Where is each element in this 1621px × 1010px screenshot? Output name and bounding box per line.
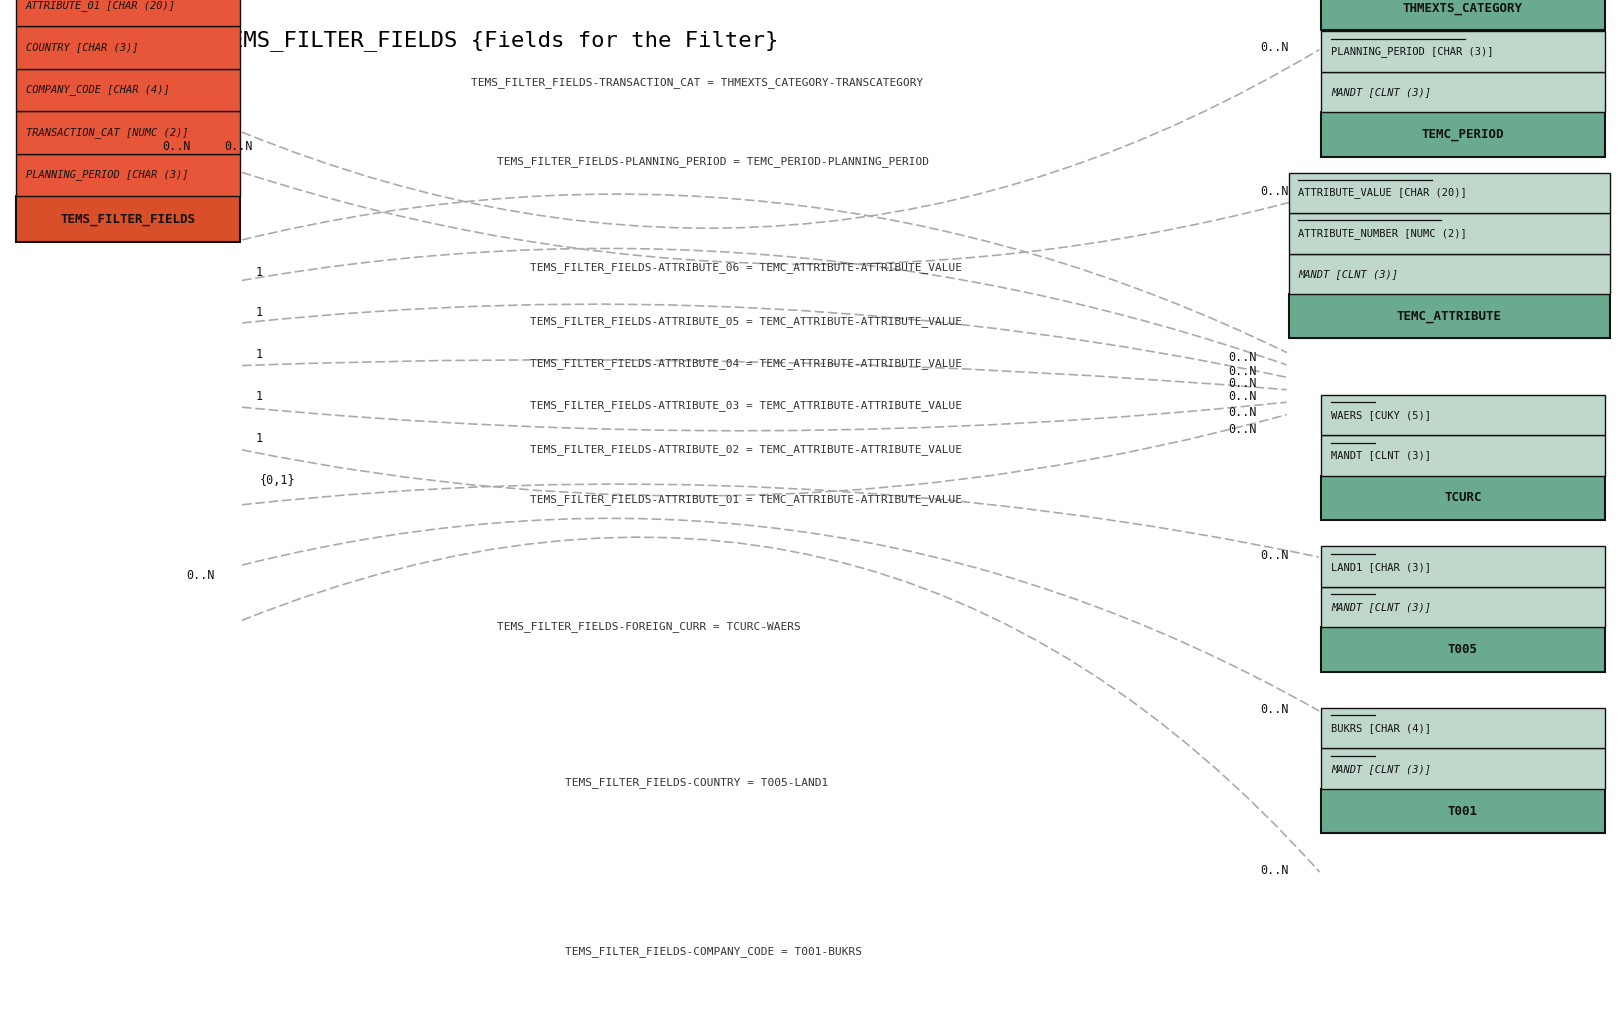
Text: PLANNING_PERIOD [CHAR (3)]: PLANNING_PERIOD [CHAR (3)] bbox=[26, 170, 188, 180]
Bar bbox=[1289, 254, 1610, 294]
Text: COMPANY_CODE [CHAR (4)]: COMPANY_CODE [CHAR (4)] bbox=[26, 85, 170, 95]
Text: MANDT [CLNT (3)]: MANDT [CLNT (3)] bbox=[1331, 87, 1431, 97]
Bar bbox=[1289, 294, 1610, 338]
Text: T005: T005 bbox=[1448, 643, 1478, 655]
Bar bbox=[1321, 627, 1605, 672]
Text: 1: 1 bbox=[256, 348, 263, 361]
Bar bbox=[16, 154, 240, 196]
Bar bbox=[1289, 173, 1610, 213]
Bar bbox=[1321, 708, 1605, 748]
Text: TEMS_FILTER_FIELDS-ATTRIBUTE_04 = TEMC_ATTRIBUTE-ATTRIBUTE_VALUE: TEMS_FILTER_FIELDS-ATTRIBUTE_04 = TEMC_A… bbox=[530, 359, 961, 369]
Bar bbox=[1321, 72, 1605, 112]
Text: 0..N: 0..N bbox=[186, 570, 216, 582]
Text: COUNTRY [CHAR (3)]: COUNTRY [CHAR (3)] bbox=[26, 42, 138, 53]
Bar bbox=[16, 111, 240, 154]
Bar bbox=[16, 69, 240, 111]
Text: PLANNING_PERIOD [CHAR (3)]: PLANNING_PERIOD [CHAR (3)] bbox=[1331, 46, 1493, 57]
Text: 0..N: 0..N bbox=[1260, 703, 1289, 715]
Text: TEMS_FILTER_FIELDS-COUNTRY = T005-LAND1: TEMS_FILTER_FIELDS-COUNTRY = T005-LAND1 bbox=[566, 778, 828, 788]
Text: 0..N: 0..N bbox=[1260, 865, 1289, 877]
Text: 0..N: 0..N bbox=[1260, 41, 1289, 54]
Text: 1: 1 bbox=[256, 432, 263, 444]
Bar bbox=[16, 0, 240, 26]
Text: WAERS [CUKY (5)]: WAERS [CUKY (5)] bbox=[1331, 410, 1431, 420]
Bar bbox=[1321, 587, 1605, 627]
Bar bbox=[1321, 435, 1605, 476]
Text: BUKRS [CHAR (4)]: BUKRS [CHAR (4)] bbox=[1331, 723, 1431, 733]
Bar bbox=[1321, 476, 1605, 520]
Bar bbox=[16, 26, 240, 69]
Bar bbox=[1321, 789, 1605, 833]
Text: {0,1}: {0,1} bbox=[259, 475, 295, 487]
Text: MANDT [CLNT (3)]: MANDT [CLNT (3)] bbox=[1331, 450, 1431, 461]
Text: 1: 1 bbox=[256, 267, 263, 279]
Text: TEMS_FILTER_FIELDS-PLANNING_PERIOD = TEMC_PERIOD-PLANNING_PERIOD: TEMS_FILTER_FIELDS-PLANNING_PERIOD = TEM… bbox=[498, 157, 929, 167]
Text: TEMC_ATTRIBUTE: TEMC_ATTRIBUTE bbox=[1397, 310, 1501, 322]
Text: ATTRIBUTE_01 [CHAR (20)]: ATTRIBUTE_01 [CHAR (20)] bbox=[26, 0, 177, 10]
Text: TEMS_FILTER_FIELDS-ATTRIBUTE_02 = TEMC_ATTRIBUTE-ATTRIBUTE_VALUE: TEMS_FILTER_FIELDS-ATTRIBUTE_02 = TEMC_A… bbox=[530, 444, 961, 454]
Bar bbox=[1321, 748, 1605, 789]
Text: 1: 1 bbox=[256, 391, 263, 403]
Bar bbox=[1321, 112, 1605, 157]
Bar bbox=[1321, 546, 1605, 587]
Text: 0..N: 0..N bbox=[1227, 423, 1256, 435]
Text: 0..N: 0..N bbox=[1227, 378, 1256, 390]
Text: 0..N: 0..N bbox=[162, 140, 191, 153]
Text: 0..N: 0..N bbox=[1260, 186, 1289, 198]
Text: TCURC: TCURC bbox=[1444, 492, 1482, 504]
Text: TEMC_PERIOD: TEMC_PERIOD bbox=[1422, 128, 1504, 140]
Text: 0..N: 0..N bbox=[1227, 406, 1256, 418]
Text: T001: T001 bbox=[1448, 805, 1478, 817]
Text: 1: 1 bbox=[256, 306, 263, 318]
Text: TEMS_FILTER_FIELDS-ATTRIBUTE_06 = TEMC_ATTRIBUTE-ATTRIBUTE_VALUE: TEMS_FILTER_FIELDS-ATTRIBUTE_06 = TEMC_A… bbox=[530, 263, 961, 273]
Text: 0..N: 0..N bbox=[1260, 549, 1289, 562]
Bar bbox=[16, 196, 240, 242]
Text: TEMS_FILTER_FIELDS-ATTRIBUTE_05 = TEMC_ATTRIBUTE-ATTRIBUTE_VALUE: TEMS_FILTER_FIELDS-ATTRIBUTE_05 = TEMC_A… bbox=[530, 316, 961, 326]
Text: TEMS_FILTER_FIELDS: TEMS_FILTER_FIELDS bbox=[60, 213, 196, 225]
Text: TRANSACTION_CAT [NUMC (2)]: TRANSACTION_CAT [NUMC (2)] bbox=[26, 127, 188, 137]
Text: MANDT [CLNT (3)]: MANDT [CLNT (3)] bbox=[1331, 602, 1431, 612]
Text: SAP ABAP table TEMS_FILTER_FIELDS {Fields for the Filter}: SAP ABAP table TEMS_FILTER_FIELDS {Field… bbox=[16, 30, 778, 52]
Text: LAND1 [CHAR (3)]: LAND1 [CHAR (3)] bbox=[1331, 562, 1431, 572]
Text: ATTRIBUTE_VALUE [CHAR (20)]: ATTRIBUTE_VALUE [CHAR (20)] bbox=[1298, 188, 1467, 198]
Text: MANDT [CLNT (3)]: MANDT [CLNT (3)] bbox=[1298, 269, 1399, 279]
Text: MANDT [CLNT (3)]: MANDT [CLNT (3)] bbox=[1331, 764, 1431, 774]
Bar bbox=[1321, 0, 1605, 30]
Text: 0..N: 0..N bbox=[1227, 351, 1256, 364]
Bar bbox=[1289, 213, 1610, 254]
Text: 0..N: 0..N bbox=[1227, 391, 1256, 403]
Text: ATTRIBUTE_NUMBER [NUMC (2)]: ATTRIBUTE_NUMBER [NUMC (2)] bbox=[1298, 228, 1467, 238]
Text: TEMS_FILTER_FIELDS-ATTRIBUTE_01 = TEMC_ATTRIBUTE-ATTRIBUTE_VALUE: TEMS_FILTER_FIELDS-ATTRIBUTE_01 = TEMC_A… bbox=[530, 495, 961, 505]
Text: THMEXTS_CATEGORY: THMEXTS_CATEGORY bbox=[1402, 2, 1524, 14]
Text: TEMS_FILTER_FIELDS-COMPANY_CODE = T001-BUKRS: TEMS_FILTER_FIELDS-COMPANY_CODE = T001-B… bbox=[564, 946, 862, 956]
Text: TEMS_FILTER_FIELDS-TRANSACTION_CAT = THMEXTS_CATEGORY-TRANSCATEGORY: TEMS_FILTER_FIELDS-TRANSACTION_CAT = THM… bbox=[472, 78, 922, 88]
Text: 0..N: 0..N bbox=[1227, 366, 1256, 378]
Bar bbox=[1321, 31, 1605, 72]
Bar bbox=[1321, 395, 1605, 435]
Text: TEMS_FILTER_FIELDS-ATTRIBUTE_03 = TEMC_ATTRIBUTE-ATTRIBUTE_VALUE: TEMS_FILTER_FIELDS-ATTRIBUTE_03 = TEMC_A… bbox=[530, 401, 961, 411]
Text: 0..N: 0..N bbox=[224, 140, 253, 153]
Text: TEMS_FILTER_FIELDS-FOREIGN_CURR = TCURC-WAERS: TEMS_FILTER_FIELDS-FOREIGN_CURR = TCURC-… bbox=[496, 621, 801, 631]
